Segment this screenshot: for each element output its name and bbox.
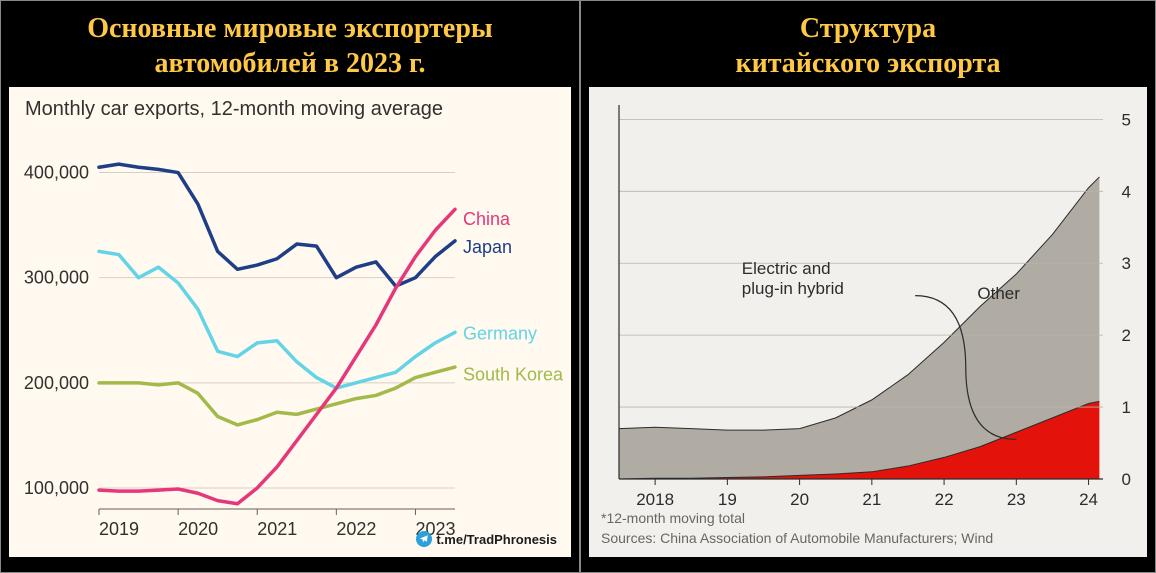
svg-text:2019: 2019 — [99, 519, 139, 539]
svg-text:China: China — [463, 209, 511, 229]
left-chart-svg: Monthly car exports, 12-month moving ave… — [9, 87, 573, 557]
svg-text:2: 2 — [1122, 326, 1131, 345]
right-title: Структура китайского экспорта — [581, 1, 1155, 87]
left-title-line1: Основные мировые экспортеры — [87, 13, 493, 44]
svg-text:1: 1 — [1122, 398, 1131, 417]
left-title: Основные мировые экспортеры автомобилей … — [1, 1, 579, 87]
svg-text:300,000: 300,000 — [24, 268, 89, 288]
right-title-line1: Структура — [800, 13, 936, 44]
svg-text:Japan: Japan — [463, 237, 512, 257]
svg-text:*12-month moving total: *12-month moving total — [601, 510, 745, 526]
telegram-icon — [416, 531, 432, 547]
svg-text:5: 5 — [1122, 110, 1131, 129]
right-panel: Структура китайского экспорта 0123452018… — [580, 0, 1156, 573]
svg-text:0: 0 — [1122, 470, 1131, 489]
svg-text:200,000: 200,000 — [24, 373, 89, 393]
left-title-line2: автомобилей в 2023 г. — [154, 48, 425, 79]
svg-text:22: 22 — [935, 490, 954, 509]
credit: t.me/TradPhronesis — [416, 531, 557, 547]
svg-text:21: 21 — [862, 490, 881, 509]
svg-text:23: 23 — [1007, 490, 1026, 509]
svg-text:19: 19 — [718, 490, 737, 509]
svg-text:Sources: China Association of: Sources: China Association of Automobile… — [601, 530, 993, 546]
svg-text:South Korea: South Korea — [463, 364, 564, 384]
left-panel: Основные мировые экспортеры автомобилей … — [0, 0, 580, 573]
svg-text:2018: 2018 — [636, 490, 674, 509]
credit-text: t.me/TradPhronesis — [436, 532, 557, 547]
svg-text:Germany: Germany — [463, 323, 537, 343]
svg-text:4: 4 — [1122, 182, 1131, 201]
left-chart-area: Monthly car exports, 12-month moving ave… — [9, 87, 571, 557]
right-title-line2: китайского экспорта — [735, 48, 1000, 79]
svg-text:2022: 2022 — [336, 519, 376, 539]
svg-text:plug-in hybrid: plug-in hybrid — [742, 279, 844, 298]
svg-text:24: 24 — [1079, 490, 1098, 509]
svg-text:Electric and: Electric and — [742, 259, 831, 278]
svg-text:Monthly car exports, 12-month: Monthly car exports, 12-month moving ave… — [25, 98, 443, 120]
svg-text:3: 3 — [1122, 254, 1131, 273]
right-chart-svg: 0123452018192021222324Electric andplug-i… — [589, 87, 1149, 557]
svg-text:Other: Other — [977, 284, 1020, 303]
svg-text:2020: 2020 — [178, 519, 218, 539]
svg-text:100,000: 100,000 — [24, 478, 89, 498]
svg-text:2021: 2021 — [257, 519, 297, 539]
right-chart-area: 0123452018192021222324Electric andplug-i… — [589, 87, 1147, 557]
svg-text:20: 20 — [790, 490, 809, 509]
svg-text:400,000: 400,000 — [24, 163, 89, 183]
container: Основные мировые экспортеры автомобилей … — [0, 0, 1156, 573]
